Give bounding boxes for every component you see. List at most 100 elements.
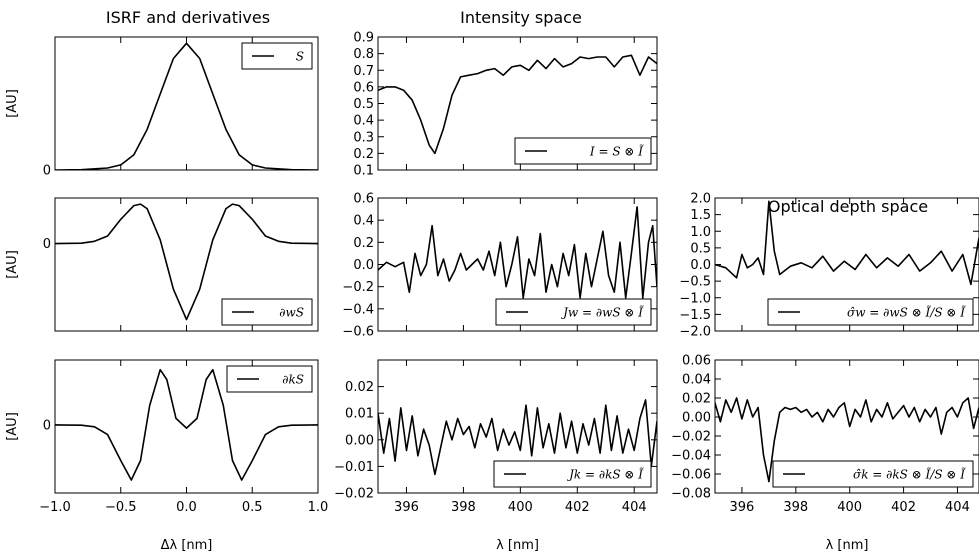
column-title-isrf: ISRF and derivatives — [106, 8, 270, 27]
y-tick-label: −0.6 — [342, 325, 374, 340]
y-tick-label: 0.00 — [345, 433, 374, 448]
legend-label: ∂wS — [279, 306, 304, 320]
column-title-intensity: Intensity space — [460, 8, 582, 27]
y-tick-label: −0.06 — [671, 468, 711, 483]
panel-isrf-dwS: 0 ∂wS [AU] — [5, 197, 319, 332]
panel-optical-sw: −2.0 −1.5 −1.0−0.5 0.0 0.51.0 1.52.0 σ̂w = ∂wS… — [679, 192, 979, 340]
y-tick-label: −0.08 — [671, 487, 711, 502]
y-tick-label: −2.0 — [679, 325, 711, 340]
panel-isrf-dkS: 0 −1.0 −0.5 0.0 0.5 1.0 ∂kS [AU] Δλ [nm] — [5, 359, 329, 553]
x-tick-label: 404 — [945, 500, 970, 515]
y-tick-label: −0.02 — [671, 430, 711, 445]
axes-frame — [377, 36, 658, 171]
x-tick-label: 398 — [451, 500, 476, 515]
y-tick-label: 1.0 — [690, 225, 711, 240]
column-title-optical-depth: Optical depth space — [768, 197, 928, 216]
panel-intensity-Jk: −0.02 −0.01 0.00 0.01 0.02 396 398 400 402 404 Jk … — [334, 359, 658, 553]
y-tick-label: −0.2 — [342, 280, 374, 295]
legend-box — [767, 298, 974, 326]
y-tick-label: 0 — [43, 418, 51, 433]
series-line — [55, 203, 318, 321]
panel-intensity-Jw: −0.6 −0.4 −0.2 0.0 0.2 0.4 0.6 Jw = ∂wS ⊗ Ĩ — [342, 192, 658, 340]
x-tick-label: −1.0 — [39, 500, 71, 515]
y-tick-label: 2.0 — [690, 192, 711, 207]
y-tick-label: 0.1 — [353, 164, 374, 179]
legend-label: σ̂w = ∂wS ⊗ Ĩ/S ⊗ Ĩ — [847, 305, 966, 320]
legend-label: S — [296, 50, 304, 64]
y-tick-label: 0.4 — [353, 114, 374, 129]
x-tick-label: 400 — [837, 500, 862, 515]
panel-intensity-I: 0.1 0.2 0.30.4 0.5 0.60.7 0.80.9 I = S ⊗ Ĩ — [353, 31, 658, 179]
y-tick-label: 0 — [43, 164, 51, 179]
legend-label: Jw = ∂wS ⊗ Ĩ — [560, 305, 644, 320]
y-tick-label: −0.01 — [334, 460, 374, 475]
x-tick-label: 0.0 — [176, 500, 197, 515]
y-tick-label: 0.4 — [353, 214, 374, 229]
x-tick-label: 396 — [394, 500, 419, 515]
y-tick-label: 0.5 — [353, 97, 374, 112]
legend-label: ∂kS — [282, 373, 304, 387]
axes-frame — [54, 197, 319, 332]
y-tick-label: 0.04 — [682, 373, 711, 388]
x-tick-label: 396 — [730, 500, 755, 515]
axes-frame — [377, 359, 658, 494]
axes-frame — [714, 197, 979, 332]
series-line — [378, 206, 657, 299]
y-axis-label: [AU] — [5, 412, 20, 441]
y-tick-label: 0.3 — [353, 130, 374, 145]
y-tick-label: 0.9 — [353, 31, 374, 46]
x-axis-label: λ [nm] — [496, 538, 539, 553]
x-axis-label: Δλ [nm] — [161, 538, 213, 553]
y-tick-label: −0.02 — [334, 487, 374, 502]
y-tick-label: −0.4 — [342, 302, 374, 317]
y-tick-label: 0.0 — [353, 258, 374, 273]
y-tick-label: 0.6 — [353, 192, 374, 207]
x-tick-label: 400 — [508, 500, 533, 515]
y-axis-label: [AU] — [5, 250, 20, 279]
series-line — [715, 200, 979, 286]
x-tick-label: 402 — [565, 500, 590, 515]
axes-frame — [714, 359, 979, 494]
legend-box — [772, 460, 974, 488]
y-tick-label: 0.06 — [682, 354, 711, 369]
series-line — [55, 368, 318, 481]
y-tick-label: −0.04 — [671, 449, 711, 464]
series-line — [55, 42, 318, 170]
y-tick-label: 0.02 — [682, 392, 711, 407]
x-tick-label: 402 — [891, 500, 916, 515]
chart-panels: 0S[AU]0.10.20.30.40.50.60.70.80.9I = S ⊗… — [5, 31, 979, 553]
y-tick-label: −0.5 — [679, 275, 711, 290]
axes-frame — [54, 359, 319, 494]
y-tick-label: 0.7 — [353, 64, 374, 79]
y-tick-label: 0.2 — [353, 147, 374, 162]
x-axis-label: λ [nm] — [826, 538, 869, 553]
y-axis-label: [AU] — [5, 89, 20, 118]
x-tick-label: 404 — [622, 500, 647, 515]
axes-frame — [377, 197, 658, 332]
x-tick-label: 398 — [783, 500, 808, 515]
series-line — [378, 399, 657, 476]
y-tick-label: 0.8 — [353, 47, 374, 62]
y-tick-label: −1.5 — [679, 308, 711, 323]
panel-optical-sk: −0.08 −0.06 −0.04 −0.02 0.00 0.02 0.04 0.06 396 3… — [671, 354, 979, 553]
x-tick-label: −0.5 — [105, 500, 137, 515]
y-tick-label: 0.2 — [353, 236, 374, 251]
y-tick-label: −1.0 — [679, 291, 711, 306]
x-tick-label: 0.5 — [242, 500, 263, 515]
y-tick-label: 0.6 — [353, 80, 374, 95]
legend-label: Jk = ∂kS ⊗ Ĩ — [566, 467, 644, 482]
axes-frame — [54, 36, 319, 171]
y-tick-label: 1.5 — [690, 208, 711, 223]
y-tick-label: 0.00 — [682, 411, 711, 426]
legend-label: I = S ⊗ Ĩ — [589, 144, 644, 159]
y-tick-label: 0.5 — [690, 241, 711, 256]
series-line — [378, 54, 657, 155]
legend-label: σ̂k = ∂kS ⊗ Ĩ/S ⊗ Ĩ — [853, 467, 966, 482]
y-tick-label: 0 — [43, 237, 51, 252]
y-tick-label: 0.01 — [345, 407, 374, 422]
panel-isrf-S: 0 S [AU] — [5, 36, 319, 179]
y-tick-label: 0.0 — [690, 258, 711, 273]
x-tick-label: 1.0 — [308, 500, 329, 515]
y-tick-label: 0.02 — [345, 380, 374, 395]
